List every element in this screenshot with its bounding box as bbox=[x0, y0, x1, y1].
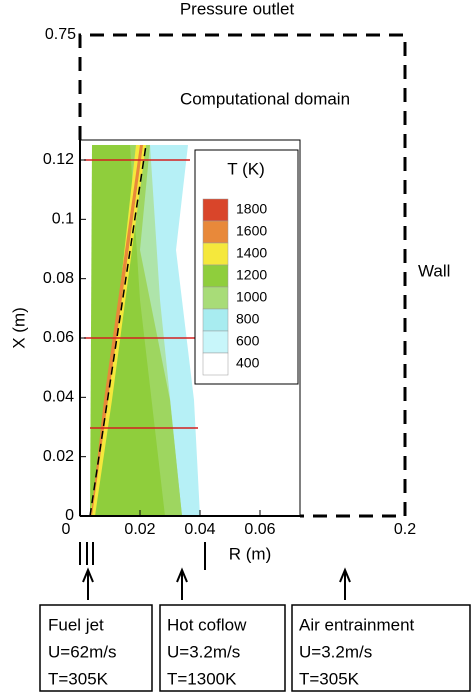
legend-label: 1400 bbox=[236, 245, 267, 261]
box-line: Hot coflow bbox=[167, 615, 247, 634]
y-axis-label: X (m) bbox=[9, 307, 28, 349]
jet-boundary bbox=[89, 144, 147, 517]
x-axis-label: R (m) bbox=[229, 544, 271, 563]
x-tick-label: 0.02 bbox=[124, 521, 155, 538]
inlet-boxes bbox=[39, 604, 471, 692]
legend-swatch bbox=[202, 330, 229, 354]
legend-label: 800 bbox=[236, 311, 260, 327]
legend-swatch bbox=[202, 352, 229, 376]
y-tick-label: 0 bbox=[65, 507, 74, 524]
legend: 1800 1600 1400 1200 1000 800 600 400 bbox=[202, 198, 267, 376]
y-tick-label: 0.1 bbox=[52, 211, 74, 228]
legend-swatch bbox=[202, 286, 229, 310]
domain-outline bbox=[78, 33, 407, 518]
legend-swatch bbox=[202, 264, 229, 288]
domain-label: Computational domain bbox=[180, 89, 350, 108]
box-line: T=1300K bbox=[167, 669, 237, 688]
legend-label: 1600 bbox=[236, 223, 267, 239]
y-tick-label: 0.06 bbox=[43, 329, 74, 346]
legend-label: 1800 bbox=[236, 201, 267, 217]
y-tick-label: 0.12 bbox=[43, 151, 74, 168]
outer-y-tick: 0.75 bbox=[45, 26, 76, 43]
x-tick-label: 0 bbox=[62, 521, 71, 538]
box-texts: Fuel jet U=62m/s T=305K Hot coflow U=3.2m/s T… bbox=[48, 615, 415, 688]
outlet-label: Pressure outlet bbox=[180, 0, 295, 18]
legend-title: T (K) bbox=[227, 159, 264, 178]
light-green-region bbox=[130, 145, 182, 516]
y-tick-label: 0.08 bbox=[43, 270, 74, 287]
box-line: T=305K bbox=[48, 669, 109, 688]
legend-swatch bbox=[202, 198, 229, 222]
legend-swatch bbox=[202, 242, 229, 266]
legend-label: 1200 bbox=[236, 267, 267, 283]
wall-label: Wall bbox=[418, 261, 450, 280]
legend-label: 400 bbox=[236, 355, 260, 371]
y-tick-label: 0.02 bbox=[43, 448, 74, 465]
box-line: U=3.2m/s bbox=[299, 642, 372, 661]
box-line: Fuel jet bbox=[48, 615, 104, 634]
box-line: Air entrainment bbox=[299, 615, 415, 634]
box-line: U=62m/s bbox=[48, 642, 117, 661]
legend-label: 600 bbox=[236, 333, 260, 349]
legend-label: 1000 bbox=[236, 289, 267, 305]
x-tick-label: 0.04 bbox=[184, 521, 215, 538]
outer-x-tick: 0.2 bbox=[394, 521, 416, 538]
fuel-core bbox=[84, 145, 92, 516]
x-tick-label: 0.06 bbox=[244, 521, 275, 538]
inlet-marks bbox=[79, 542, 351, 600]
y-tick-label: 0.04 bbox=[43, 389, 74, 406]
box-line: T=305K bbox=[299, 669, 360, 688]
box-line: U=3.2m/s bbox=[167, 642, 240, 661]
legend-swatch bbox=[202, 308, 229, 332]
legend-swatch bbox=[202, 220, 229, 244]
